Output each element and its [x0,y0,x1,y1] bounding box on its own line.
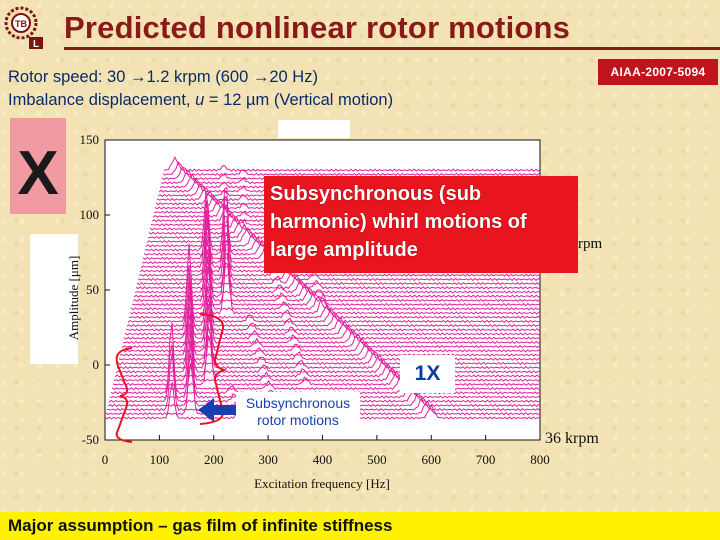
rpm-top-label: rpm [578,236,603,252]
curly-brace-icon [115,347,133,443]
waterfall-trace [127,265,540,324]
ylabel-background [30,234,78,364]
waterfall-trace [132,217,540,303]
x-tick-label: 700 [476,452,496,467]
y-tick-label: 0 [93,357,100,372]
waterfall-trace [162,161,540,177]
waterfall-trace [130,249,540,311]
x-tick-label: 0 [102,452,109,467]
y-tick-label: 100 [80,207,100,222]
waterfall-trace [115,292,540,374]
imbalance-text: Imbalance displacement, u = 12 µm (Verti… [8,91,393,110]
subsynchronous-label: Subsynchronous rotor motions [236,392,360,432]
waterfall-trace [128,279,540,319]
waterfall-trace [121,305,540,349]
imbalance-prefix: Imbalance displacement, [8,91,196,109]
title-underline [64,47,720,50]
paper-id-badge: AIAA-2007-5094 [598,59,718,85]
slide-title: Predicted nonlinear rotor motions [64,10,571,45]
x-marker-text: X [17,139,58,208]
x-tick-label: 800 [530,452,550,467]
waterfall-trace [123,266,540,345]
waterfall-trace [123,275,540,340]
x-tick-label: 200 [204,452,224,467]
waterfall-trace [135,252,540,290]
subsynchronous-callout: Subsynchronous (sub harmonic) whirl moti… [264,176,578,273]
imbalance-variable: u [195,91,205,109]
imbalance-suffix: = 12 µm (Vertical motion) [204,91,394,109]
waterfall-trace [163,156,540,172]
waterfall-trace [111,352,540,391]
x-tick-label: 400 [313,452,333,467]
svg-text:L: L [33,39,39,50]
waterfall-trace [116,303,540,370]
waterfall-trace [134,238,540,294]
y-tick-label: 150 [80,132,100,147]
x-axis-title: Excitation frequency [Hz] [254,476,390,491]
waterfall-trace [125,243,540,332]
assumption-banner: Major assumption – gas film of infinite … [0,512,720,540]
one-x-label: 1X [400,355,455,393]
svg-text:TB: TB [15,19,27,29]
y-tick-label: -50 [82,432,99,447]
rpm-bottom-label: 36 krpm [545,430,599,447]
y-tick-label: 50 [86,282,99,297]
x-axis-marker-box [10,118,66,214]
y-axis-title: Amplitude [μm] [66,256,81,341]
x-tick-label: 500 [367,452,387,467]
label-mask [278,120,350,138]
rotor-speed-text: Rotor speed: 30 →1.2 krpm (600 →20 Hz) [8,68,318,86]
x-tick-label: 100 [150,452,170,467]
waterfall-trace [113,322,540,382]
x-tick-label: 600 [422,452,442,467]
x-tick-label: 300 [258,452,278,467]
left-arrow-icon [198,398,236,422]
university-logo-icon: TB L [3,3,45,51]
waterfall-trace [129,243,540,315]
waterfall-trace [117,313,540,366]
waterfall-trace [124,286,540,336]
